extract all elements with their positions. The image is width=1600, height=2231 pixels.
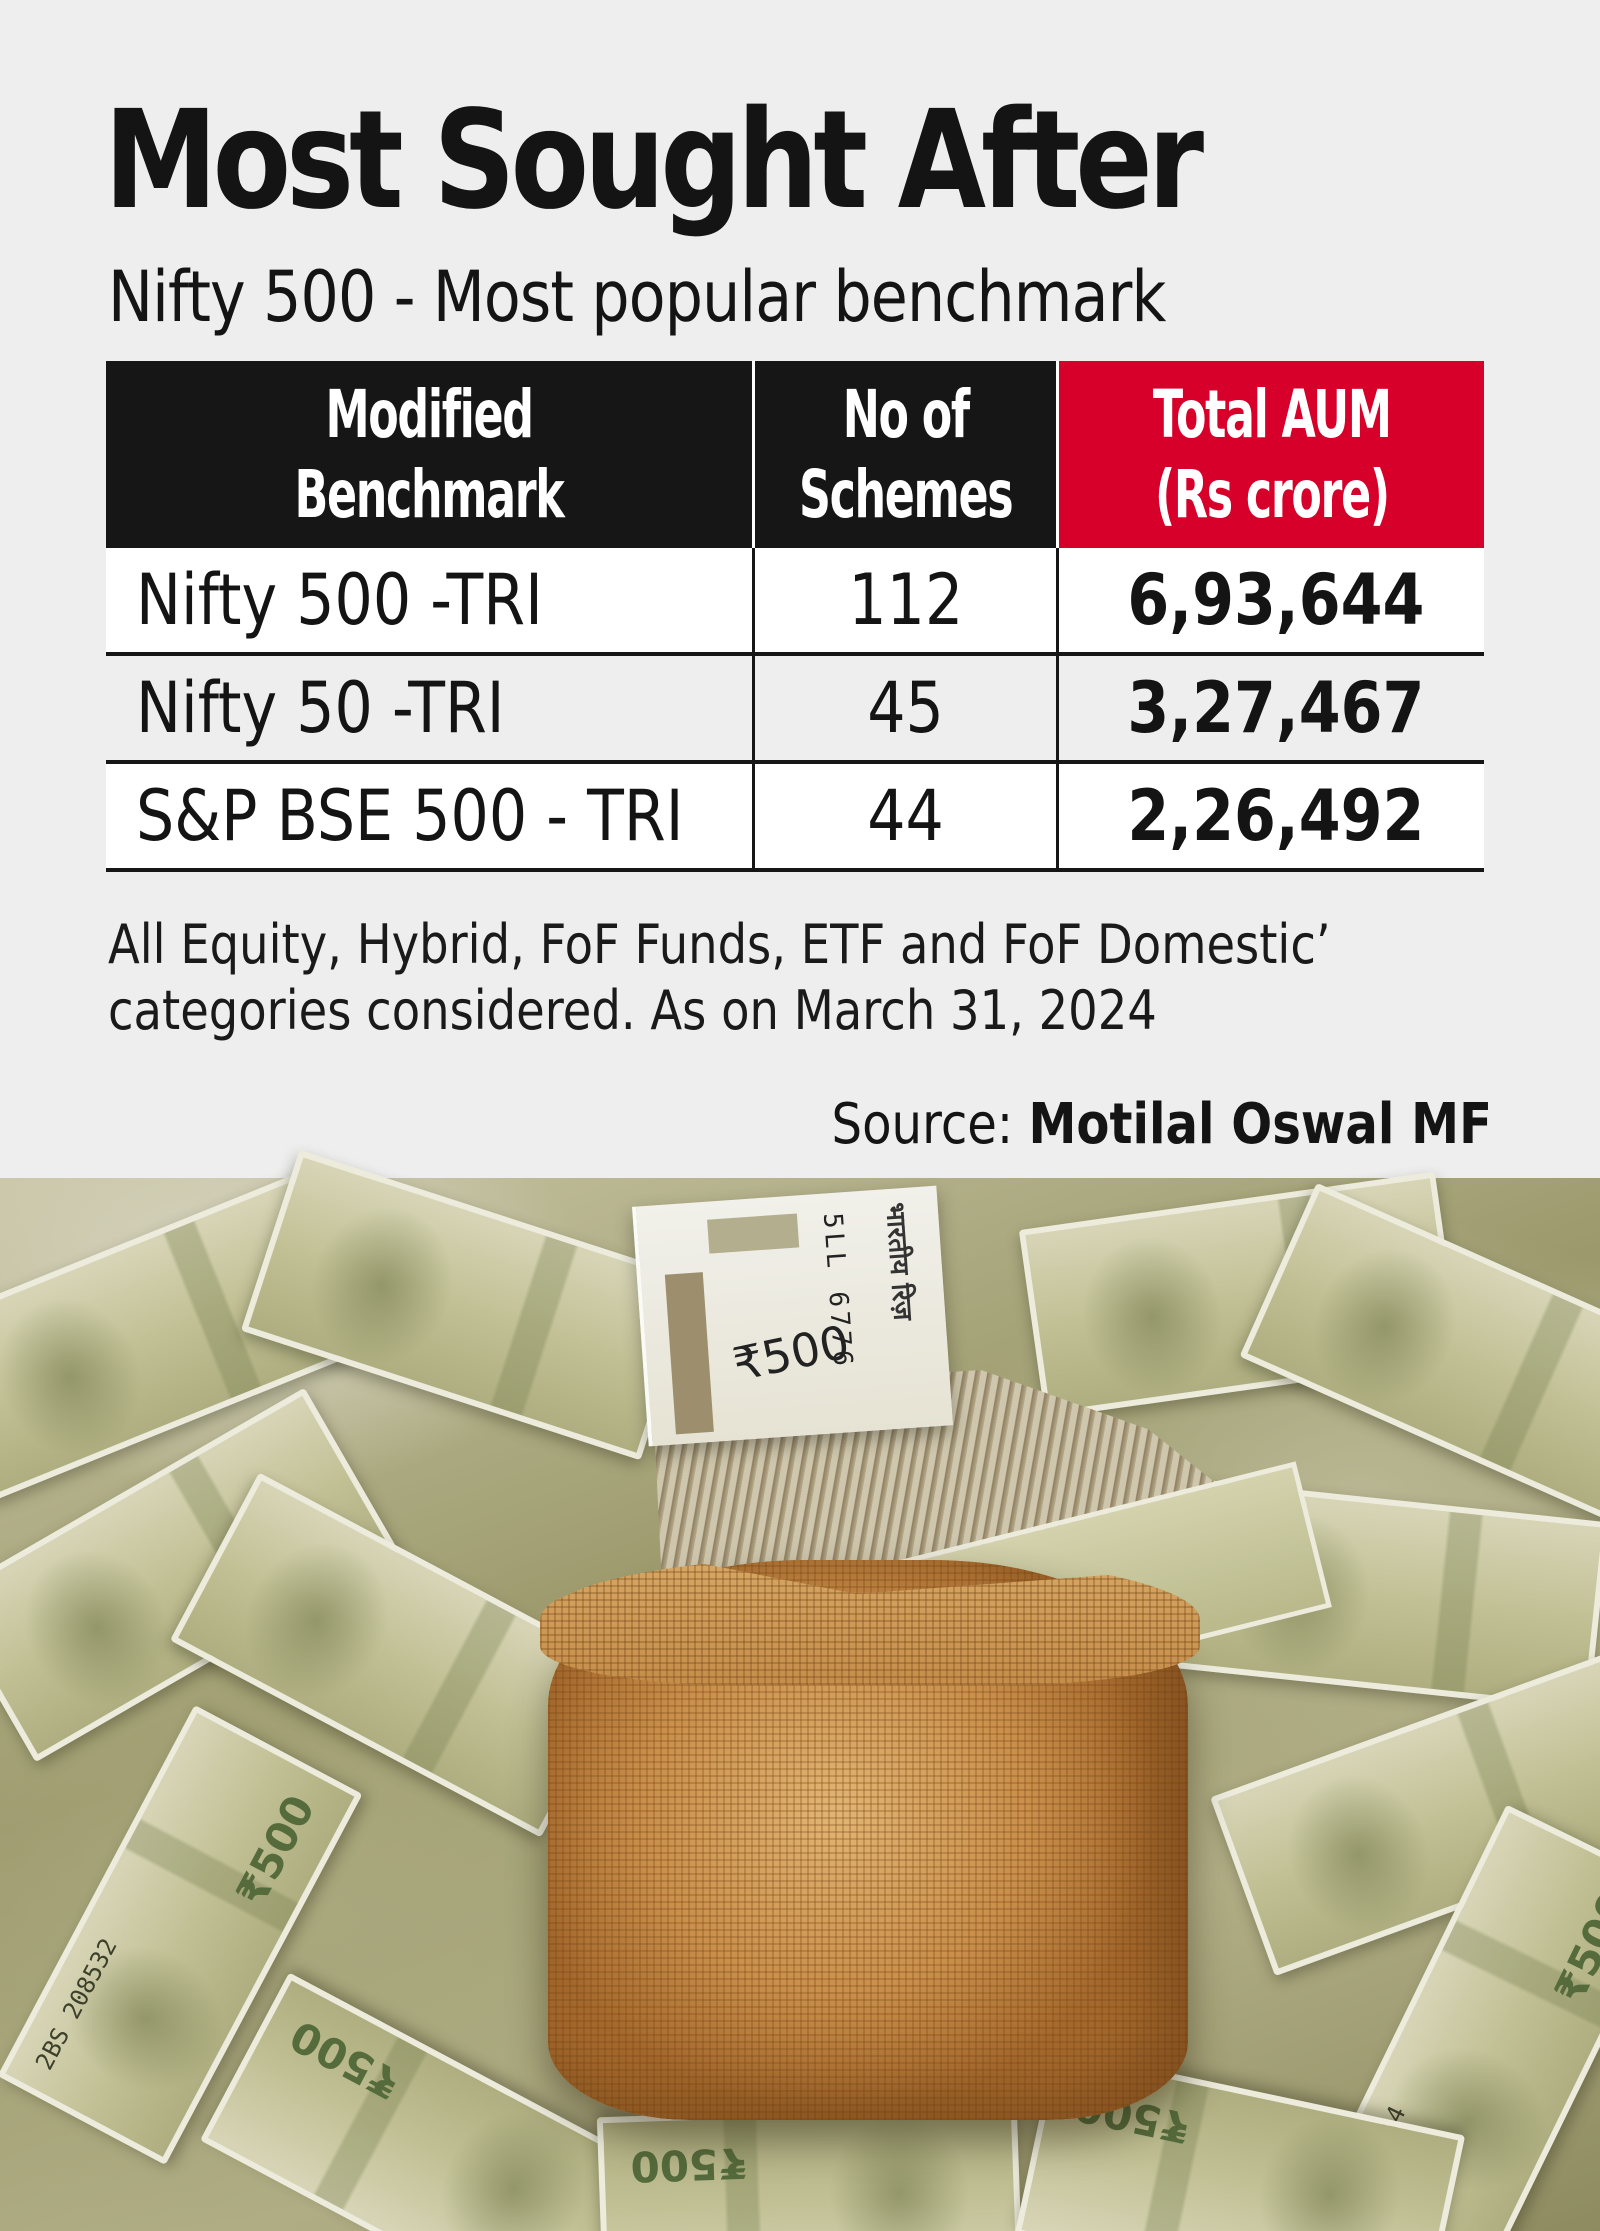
table-row: Nifty 500 -TRI 112 6,93,644 (106, 548, 1484, 656)
column-header-modified-benchmark: Modified Benchmark (106, 361, 755, 548)
source-label: Source: (831, 1092, 1014, 1157)
upright-500-rupee-note: ₹500 5LL 6776 भारतीय रिज़ (632, 1185, 953, 1447)
table-row: S&P BSE 500 - TRI 44 2,26,492 (106, 764, 1484, 872)
footnote: All Equity, Hybrid, FoF Funds, ETF and F… (108, 912, 1588, 1044)
aum-cell: 3,27,467 (1126, 667, 1424, 749)
schemes-cell: 45 (755, 656, 1059, 760)
schemes-cell: 112 (755, 548, 1059, 652)
note-script: भारतीय रिज़ (879, 1201, 918, 1322)
table-row: Nifty 50 -TRI 45 3,27,467 (106, 656, 1484, 764)
column-header-no-of-schemes: No of Schemes (755, 361, 1059, 548)
source-credit: Source: Motilal Oswal MF (832, 1092, 1492, 1158)
aum-cell: 6,93,644 (1126, 559, 1424, 641)
aum-cell: 2,26,492 (1126, 775, 1424, 857)
schemes-cell: 44 (755, 764, 1059, 868)
benchmark-cell: S&P BSE 500 - TRI (106, 764, 755, 868)
banknote-image: ₹500 OHU 373971 (596, 2102, 1024, 2231)
benchmark-table: Modified Benchmark No of Schemes Total AUM… (106, 361, 1484, 872)
footnote-line-2: categories considered. As on March 31, 2… (108, 979, 1157, 1042)
benchmark-cell: Nifty 50 -TRI (106, 656, 755, 760)
infographic-subtitle: Nifty 500 - Most popular benchmark (108, 256, 1166, 338)
benchmark-cell: Nifty 500 -TRI (106, 548, 755, 652)
infographic-title: Most Sought After (104, 82, 1204, 240)
footnote-line-1: All Equity, Hybrid, FoF Funds, ETF and F… (108, 913, 1331, 976)
source-name: Motilal Oswal MF (1028, 1092, 1492, 1157)
table-header: Modified Benchmark No of Schemes Total AUM… (106, 361, 1484, 548)
column-header-total-aum: Total AUM (Rs crore) (1059, 361, 1484, 548)
